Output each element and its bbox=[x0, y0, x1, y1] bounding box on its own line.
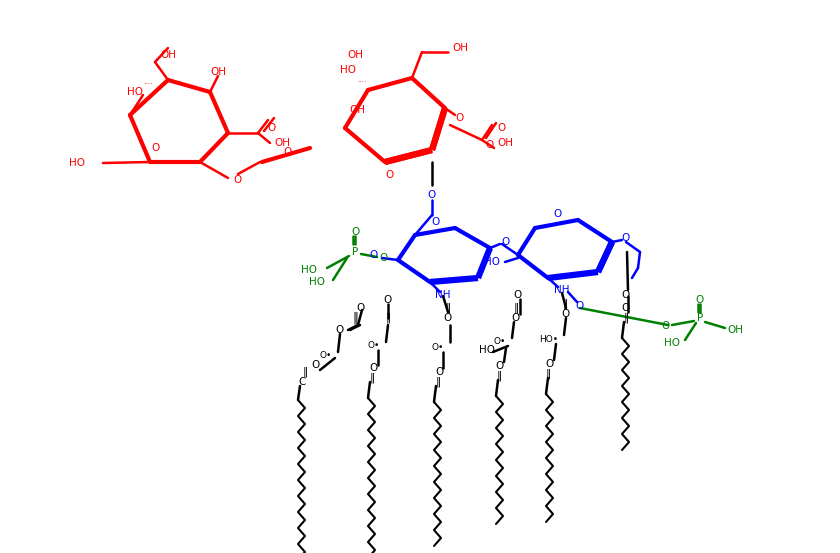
Text: ‖: ‖ bbox=[302, 367, 307, 377]
Text: O: O bbox=[661, 321, 669, 331]
Text: O•: O• bbox=[494, 337, 506, 347]
Text: O: O bbox=[428, 190, 436, 200]
Text: C: C bbox=[298, 377, 306, 387]
Text: O: O bbox=[444, 313, 452, 323]
Text: OH: OH bbox=[452, 43, 468, 53]
Text: O: O bbox=[357, 303, 365, 313]
Text: P: P bbox=[352, 247, 358, 257]
Text: HO: HO bbox=[479, 345, 495, 355]
Text: O•: O• bbox=[320, 351, 332, 359]
Text: O: O bbox=[696, 295, 704, 305]
Text: NH: NH bbox=[554, 285, 570, 295]
Text: HO: HO bbox=[301, 265, 317, 275]
Text: ‖: ‖ bbox=[435, 377, 441, 387]
Text: ‖: ‖ bbox=[445, 302, 450, 313]
Text: ‖: ‖ bbox=[352, 311, 358, 325]
Text: P: P bbox=[697, 313, 703, 323]
Text: HO: HO bbox=[484, 257, 500, 267]
Text: O: O bbox=[379, 253, 387, 263]
Text: O•: O• bbox=[368, 342, 380, 351]
Text: O: O bbox=[386, 170, 394, 180]
Text: O: O bbox=[496, 361, 504, 371]
Text: O: O bbox=[234, 175, 242, 185]
Text: ‖: ‖ bbox=[513, 302, 518, 313]
Text: O: O bbox=[498, 123, 507, 133]
Text: HO: HO bbox=[69, 158, 85, 168]
Text: ‖: ‖ bbox=[623, 313, 628, 324]
Text: ‖: ‖ bbox=[545, 369, 551, 379]
Text: O: O bbox=[621, 290, 629, 300]
Text: OH: OH bbox=[497, 138, 513, 148]
Text: ....: .... bbox=[357, 76, 367, 85]
Text: OH: OH bbox=[727, 325, 743, 335]
Text: O: O bbox=[486, 140, 494, 150]
Text: OH: OH bbox=[160, 50, 176, 60]
Text: OH: OH bbox=[349, 105, 365, 115]
Text: HO: HO bbox=[309, 277, 325, 287]
Text: O: O bbox=[351, 227, 360, 237]
Text: O: O bbox=[456, 113, 465, 123]
Text: ‖: ‖ bbox=[496, 371, 501, 381]
Text: O: O bbox=[284, 147, 292, 157]
Text: ‖: ‖ bbox=[370, 373, 375, 383]
Text: OH: OH bbox=[274, 138, 290, 148]
Text: HO•: HO• bbox=[539, 336, 558, 345]
Text: O: O bbox=[622, 303, 630, 313]
Text: O: O bbox=[268, 123, 276, 133]
Text: O: O bbox=[384, 295, 392, 305]
Text: O: O bbox=[431, 217, 439, 227]
Text: O: O bbox=[436, 367, 444, 377]
Text: O: O bbox=[576, 301, 584, 311]
Text: O: O bbox=[370, 250, 378, 260]
Text: ‖: ‖ bbox=[562, 299, 568, 309]
Text: O: O bbox=[512, 313, 520, 323]
Text: O: O bbox=[546, 359, 554, 369]
Text: O: O bbox=[311, 360, 319, 370]
Text: O: O bbox=[554, 209, 562, 219]
Text: HO: HO bbox=[340, 65, 356, 75]
Text: OH: OH bbox=[347, 50, 363, 60]
Text: OH: OH bbox=[210, 67, 226, 77]
Text: O: O bbox=[561, 309, 570, 319]
Text: O: O bbox=[151, 143, 159, 153]
Text: HO: HO bbox=[127, 87, 143, 97]
Text: O: O bbox=[370, 363, 378, 373]
Text: O•: O• bbox=[432, 343, 444, 352]
Text: O: O bbox=[336, 325, 344, 335]
Text: ....: .... bbox=[144, 77, 153, 86]
Text: O: O bbox=[501, 237, 509, 247]
Text: ‖: ‖ bbox=[386, 313, 391, 324]
Text: NH: NH bbox=[435, 290, 451, 300]
Text: O: O bbox=[514, 290, 522, 300]
Text: O: O bbox=[621, 233, 629, 243]
Text: HO: HO bbox=[664, 338, 680, 348]
